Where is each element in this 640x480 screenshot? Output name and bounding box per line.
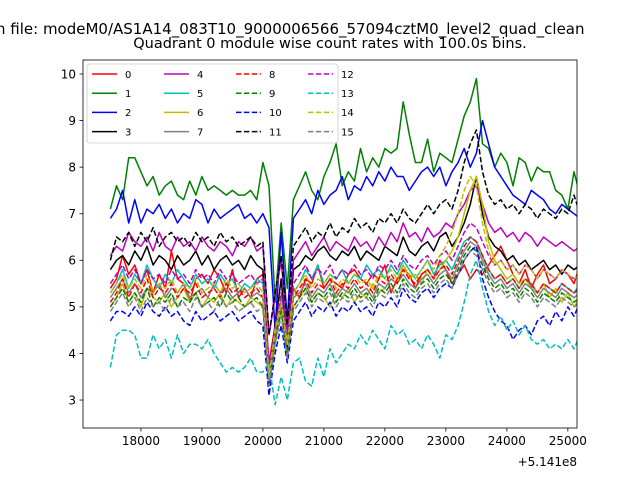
y-tick-label: 3 [68,393,76,407]
series-line-15 [109,250,577,387]
legend-label-11: 11 [269,127,282,138]
series-line-8 [109,236,577,383]
y-tick-label: 4 [68,347,76,361]
legend-label-10: 10 [269,108,282,119]
legend-label-1: 1 [125,89,131,100]
x-tick-label: 24000 [488,434,526,448]
x-tick-label: 23000 [427,434,465,448]
legend-label-6: 6 [197,108,203,119]
legend-label-13: 13 [341,89,354,100]
x-tick-label: 18000 [122,434,160,448]
y-tick-label: 7 [68,207,76,221]
legend-label-14: 14 [341,108,354,119]
series-line-3 [109,175,577,378]
series-line-1 [109,77,577,303]
y-tick-label: 5 [68,300,76,314]
series-line-11 [109,129,577,336]
legend-label-3: 3 [125,127,131,138]
x-tick-label: 21000 [305,434,343,448]
x-tick-label: 20000 [244,434,282,448]
series-line-2 [109,119,577,331]
legend-label-5: 5 [197,89,203,100]
figure-suptitle: n file: modeM0/AS1A14_083T10_9000006566_… [0,20,585,38]
series-line-13 [109,259,577,406]
axes-frame [82,59,578,429]
y-tick-label: 8 [68,160,76,174]
series-line-7 [109,240,577,378]
x-tick-label: 25000 [549,434,587,448]
legend-label-12: 12 [341,70,354,81]
series-line-0 [109,245,577,364]
legend-label-7: 7 [197,127,203,138]
chart-title: Quadrant 0 module wise count rates with … [133,36,527,52]
y-tick-label: 6 [68,254,76,268]
y-tick-label: 10 [61,67,76,81]
legend-box [86,63,339,144]
legend-label-9: 9 [269,89,275,100]
series-line-9 [109,245,577,387]
x-tick-label: 22000 [366,434,404,448]
legend-label-4: 4 [197,70,203,81]
legend-label-8: 8 [269,70,275,81]
x-offset-label: +5.141e8 [518,455,577,469]
legend-label-2: 2 [125,108,131,119]
x-tick-label: 19000 [183,434,221,448]
series-line-14 [109,175,577,378]
legend-label-15: 15 [341,127,354,138]
series-line-10 [109,245,577,397]
series-line-5 [109,236,577,373]
legend-label-0: 0 [125,70,131,81]
y-tick-label: 9 [68,114,76,128]
